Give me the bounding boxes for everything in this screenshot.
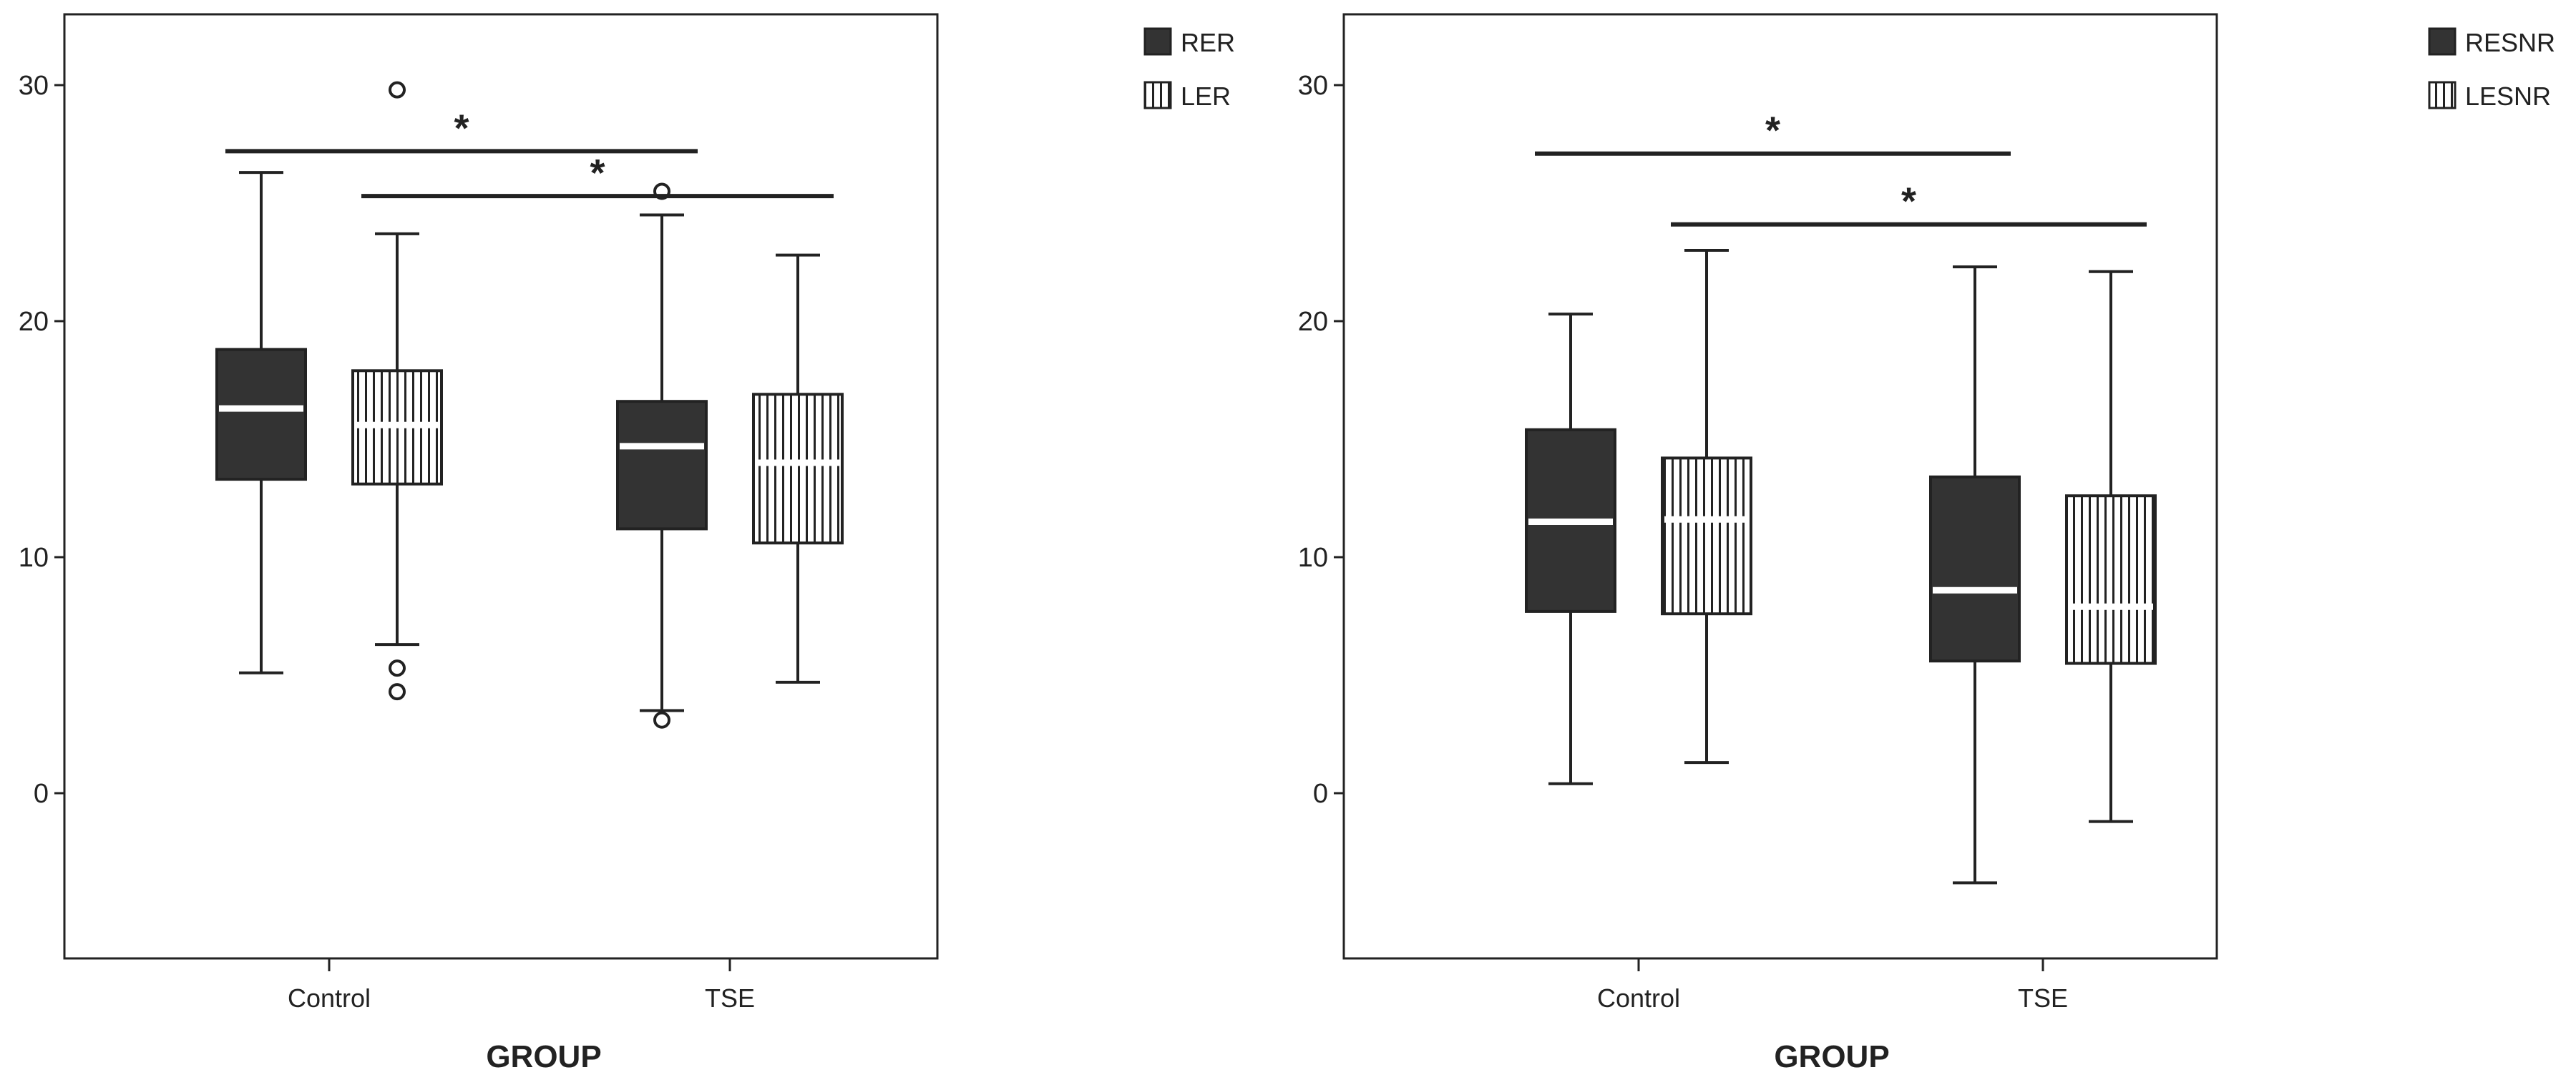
x-axis-title: GROUP: [486, 1039, 601, 1074]
legend-label-lesnr: LESNR: [2465, 82, 2551, 111]
y-tick-label: 30: [1298, 71, 1328, 101]
x-tick-label: TSE: [705, 983, 755, 1013]
box-ler-control: [351, 81, 443, 701]
legend-label-ler: LER: [1181, 82, 1231, 111]
legend-swatch-lesnr: [2428, 81, 2457, 109]
y-tick-label: 20: [19, 307, 49, 337]
chart-left: 0 10 20 30 Control TSE GROUP * * RER LER: [19, 13, 1235, 1074]
x-tick-label: Control: [1597, 983, 1680, 1013]
iqr-box: [752, 393, 844, 545]
y-tick-label: 0: [34, 779, 49, 809]
legend-swatch-rer: [1143, 27, 1172, 56]
legend-swatch-resnr: [2428, 27, 2457, 56]
significance-star: *: [1901, 180, 1916, 223]
outlier-point: [389, 81, 406, 99]
box-lesnr-control: [1661, 249, 1752, 765]
y-tick-label: 10: [1298, 543, 1328, 573]
legend-label-rer: RER: [1181, 28, 1235, 57]
x-axis-title: GROUP: [1774, 1039, 1889, 1074]
box-lesnr-tse: [2065, 270, 2157, 823]
outlier-point: [653, 711, 670, 729]
outlier-point: [389, 659, 406, 677]
iqr-box: [616, 400, 708, 531]
outlier-point: [389, 683, 406, 701]
y-tick-label: 20: [1298, 307, 1328, 337]
significance-star: *: [454, 107, 469, 149]
iqr-box: [1661, 456, 1752, 616]
x-tick-label: TSE: [2018, 983, 2068, 1013]
legend-label-resnr: RESNR: [2465, 28, 2555, 57]
legend-swatch-ler: [1143, 81, 1172, 109]
y-tick-label: 30: [19, 71, 49, 101]
x-tick-label: Control: [288, 983, 371, 1013]
iqr-box: [215, 348, 307, 481]
box-rer-tse: [616, 182, 708, 729]
significance-star: *: [1765, 109, 1780, 152]
chart-right: 0 10 20 30 Control TSE GROUP * * RESNR LESNR: [1298, 13, 2555, 1074]
plot-frame: [1342, 13, 2218, 960]
y-tick-label: 10: [19, 543, 49, 573]
iqr-box: [2065, 494, 2157, 665]
box-resnr-tse: [1929, 265, 2021, 885]
box-resnr-control: [1525, 313, 1616, 785]
box-rer-control: [215, 171, 307, 674]
significance-star: *: [590, 152, 605, 195]
plot-frame: [63, 13, 939, 960]
y-tick-label: 0: [1313, 779, 1328, 809]
iqr-box: [1929, 475, 2021, 663]
box-ler-tse: [752, 253, 844, 684]
